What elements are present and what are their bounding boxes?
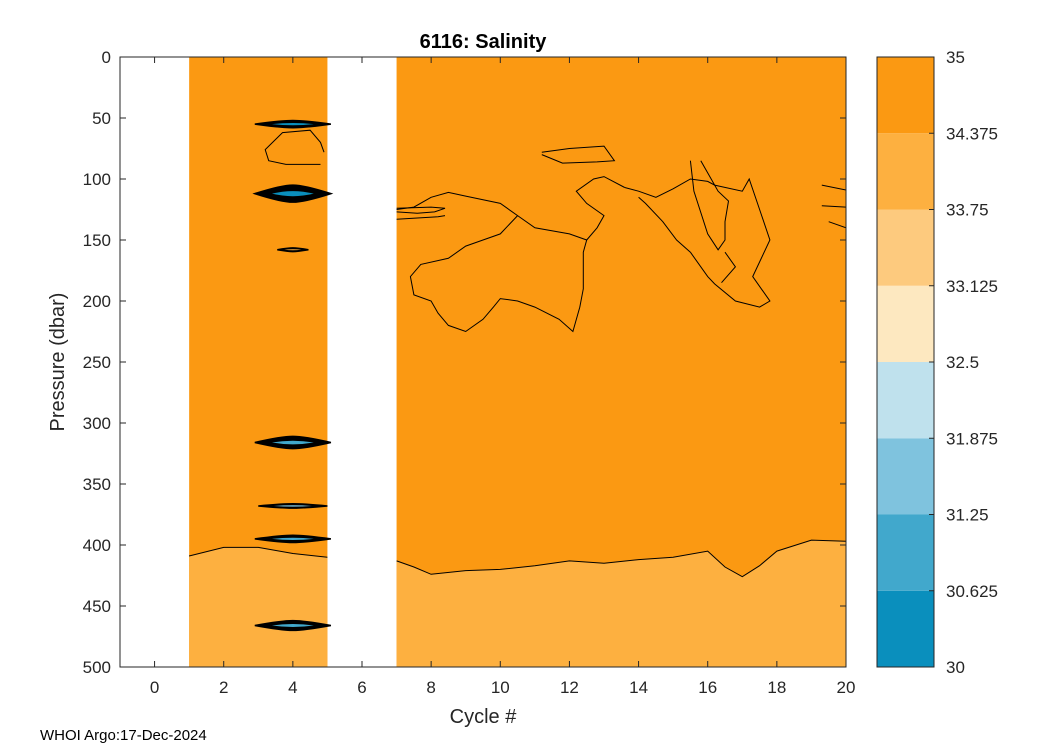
- contour-line: [721, 251, 737, 284]
- x-tick-label: 18: [767, 678, 786, 697]
- fresh-lens-core: [271, 537, 314, 540]
- fresh-lenses: [252, 119, 334, 632]
- footer-credit: WHOI Argo:17-Dec-2024: [40, 727, 207, 744]
- lower-layer-fill: [396, 540, 846, 667]
- x-axis: 0 2 4 6 8 10 12 14 16 18 20: [150, 57, 856, 697]
- contour-line: [396, 215, 446, 220]
- y-tick-label: 0: [102, 48, 111, 67]
- x-axis-label: Cycle #: [450, 706, 518, 728]
- y-axis-label: Pressure (dbar): [47, 293, 69, 432]
- y-tick-label: 100: [83, 170, 111, 189]
- colorbar-tick-label: 35: [946, 48, 965, 67]
- colorbar-segment: [877, 285, 934, 362]
- y-tick-label: 250: [83, 353, 111, 372]
- lower-layer-contour: [396, 539, 846, 578]
- x-tick-label: 14: [629, 678, 648, 697]
- contour-line: [396, 206, 446, 214]
- colorbar-tick-label: 30: [946, 658, 965, 677]
- y-axis: 0 50 100 150 200 250 300 350 400 450 500: [83, 48, 846, 677]
- lower-layer-contour: [188, 546, 328, 558]
- x-tick-label: 16: [698, 678, 717, 697]
- colorbar-tick-label: 31.25: [946, 506, 989, 525]
- contour-lines: [264, 129, 846, 333]
- colorbar-tick-label: 32.5: [946, 353, 979, 372]
- x-tick-label: 4: [288, 678, 297, 697]
- x-tick-label: 6: [357, 678, 366, 697]
- contour-line: [828, 221, 846, 229]
- colorbar: 30 30.625 31.25 31.875 32.5 33.125 33.75 34.375…: [876, 48, 998, 677]
- y-tick-label: 50: [92, 109, 111, 128]
- contour-line: [396, 176, 625, 241]
- x-tick-label: 20: [837, 678, 856, 697]
- x-tick-label: 12: [560, 678, 579, 697]
- colorbar-tick-label: 33.75: [946, 201, 989, 220]
- y-tick-label: 500: [83, 658, 111, 677]
- colorbar-tick-label: 34.375: [946, 124, 998, 143]
- chart-title: 6116: Salinity: [420, 31, 548, 53]
- colorbar-segment: [877, 438, 934, 515]
- x-tick-label: 10: [491, 678, 510, 697]
- x-tick-label: 2: [219, 678, 228, 697]
- colorbar-tick-label: 30.625: [946, 582, 998, 601]
- colorbar-segment: [877, 514, 934, 591]
- contour-line: [541, 145, 616, 164]
- colorbar-segment: [877, 57, 934, 134]
- contour-line: [638, 196, 691, 253]
- contour-line: [624, 177, 771, 308]
- contour-line: [821, 205, 846, 208]
- contour-line: [264, 129, 325, 165]
- contour-line: [821, 184, 846, 191]
- y-tick-label: 450: [83, 597, 111, 616]
- y-tick-label: 150: [83, 231, 111, 250]
- fresh-lens-core: [271, 440, 314, 445]
- contour-fills: [188, 57, 846, 667]
- colorbar-tick-label: 33.125: [946, 277, 998, 296]
- colorbar-segment: [877, 362, 934, 439]
- fresh-lens-core: [273, 505, 312, 507]
- colorbar-segment: [877, 209, 934, 286]
- fresh-lens-core: [271, 123, 314, 126]
- colorbar-segment: [877, 590, 934, 667]
- contour-line: [409, 215, 588, 333]
- fresh-lens-core: [271, 191, 314, 197]
- contour-line: [689, 160, 730, 251]
- y-tick-label: 300: [83, 414, 111, 433]
- y-tick-label: 200: [83, 292, 111, 311]
- fresh-lens-core: [271, 624, 314, 627]
- colorbar-tick-label: 31.875: [946, 429, 998, 448]
- x-tick-label: 0: [150, 678, 159, 697]
- x-tick-label: 8: [426, 678, 435, 697]
- y-tick-label: 350: [83, 475, 111, 494]
- colorbar-segment: [877, 133, 934, 210]
- y-tick-label: 400: [83, 536, 111, 555]
- fresh-lens-core: [284, 249, 302, 251]
- lower-layer-fill: [189, 547, 328, 667]
